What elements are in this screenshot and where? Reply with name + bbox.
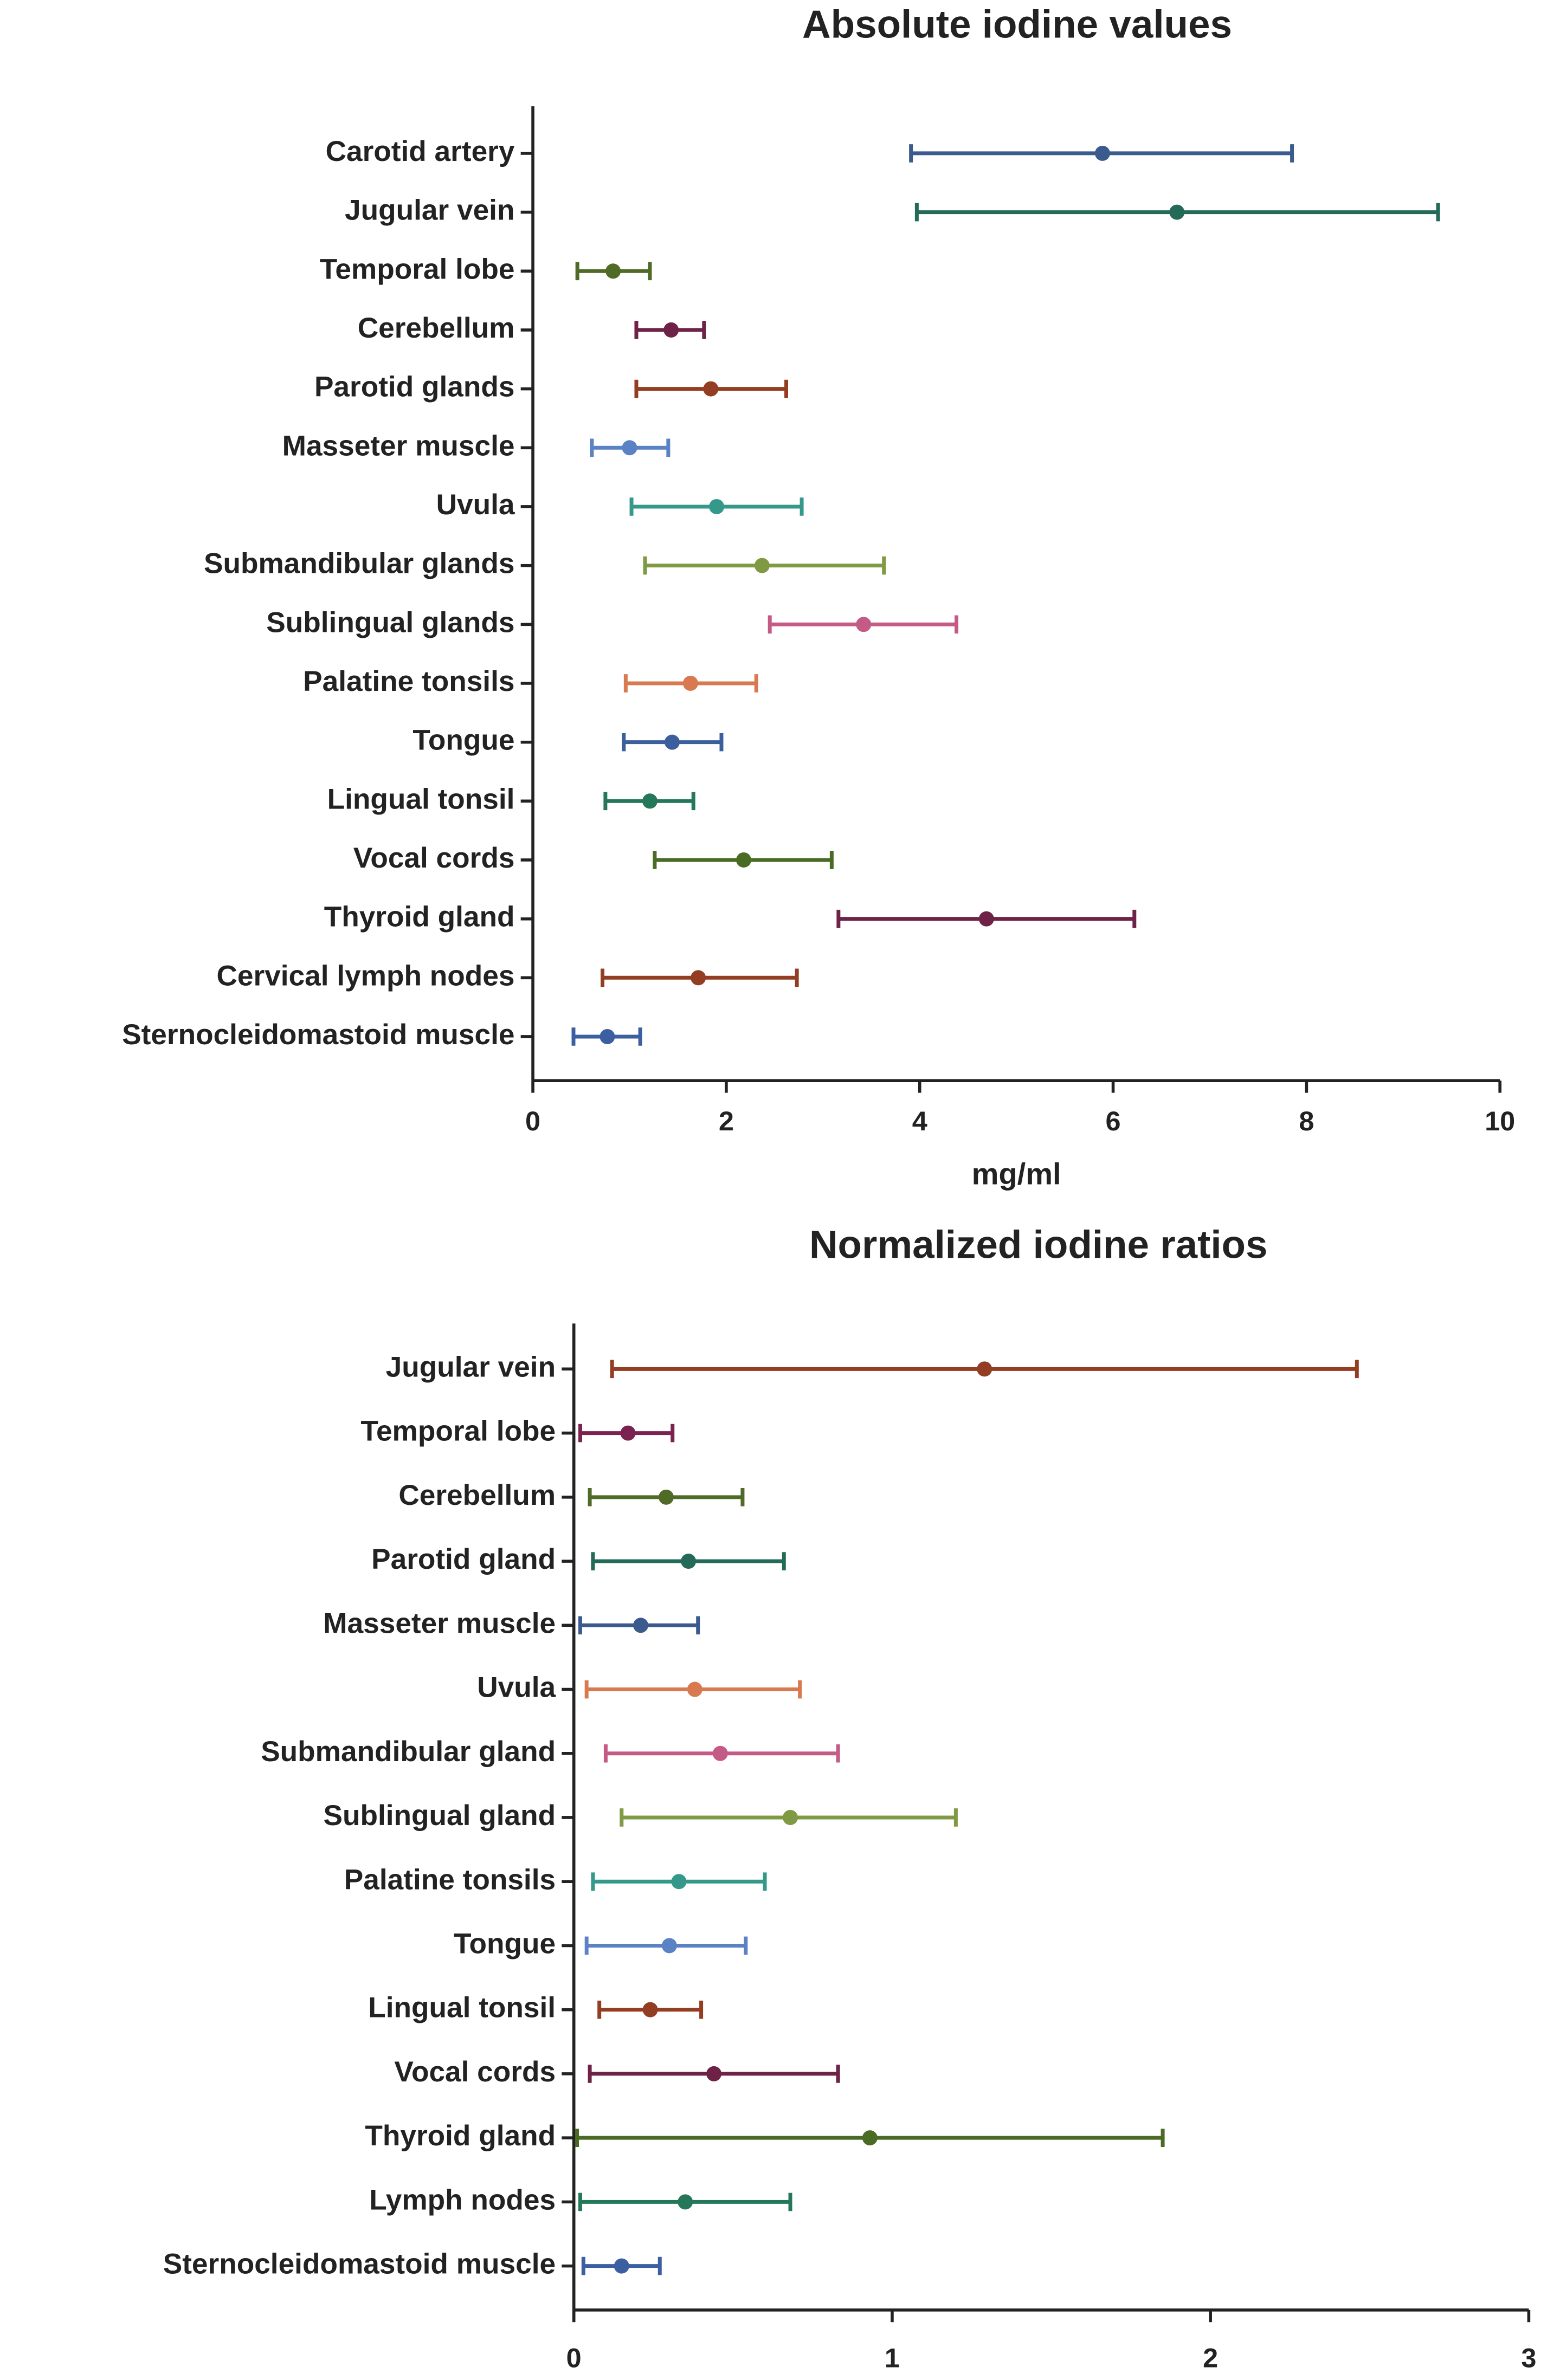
mean-dot [862,2130,878,2146]
mean-dot [712,1745,728,1761]
mean-dot [658,1489,674,1505]
mean-dot [614,2258,629,2274]
mean-dot [600,1029,615,1044]
y-tick-label: Tongue [412,725,514,756]
mean-dot [620,1425,636,1441]
mean-dot [856,617,872,632]
y-tick-label: Uvula [436,489,515,521]
chart-title: Normalized iodine ratios [809,1223,1268,1267]
y-tick-label: Sternocleidomastoid muscle [122,1019,514,1051]
mean-dot [682,675,698,691]
chart-title: Absolute iodine values [802,3,1232,47]
y-tick-label: Submandibular glands [204,548,514,580]
mean-dot [687,1681,702,1697]
y-tick-label: Vocal cords [353,842,515,874]
y-tick-label: Temporal lobe [320,253,515,285]
y-tick-label: Uvula [477,1672,556,1704]
y-tick-label: Vocal cords [394,2056,556,2088]
y-tick-label: Masseter muscle [282,430,515,462]
y-tick-label: Carotid artery [326,135,515,167]
y-tick-label: Lingual tonsil [327,783,515,815]
mean-dot [709,499,725,514]
y-tick-label: Submandibular gland [261,1736,556,1768]
y-tick-label: Cerebellum [358,312,515,344]
x-tick-label: 2 [1203,2343,1218,2373]
mean-dot [605,263,621,279]
x-tick-label: 1 [885,2343,900,2373]
mean-dot [1169,204,1185,220]
y-tick-label: Palatine tonsils [344,1864,556,1896]
x-tick-label: 2 [719,1105,734,1136]
mean-dot [661,1938,677,1954]
y-tick-label: Tongue [454,1928,556,1960]
y-tick-label: Sublingual glands [266,606,514,638]
mean-dot [664,734,680,750]
y-tick-label: Sternocleidomastoid muscle [163,2248,556,2280]
x-tick-label: 0 [525,1105,540,1136]
mean-dot [706,2066,722,2081]
y-tick-label: Cerebellum [398,1479,556,1511]
y-tick-label: Cervical lymph nodes [216,960,514,992]
x-tick-label: 0 [566,2343,582,2373]
mean-dot [1094,145,1110,161]
y-tick-label: Lymph nodes [369,2184,556,2216]
y-tick-label: Jugular vein [345,195,514,227]
y-tick-label: Sublingual gland [324,1800,556,1832]
y-tick-label: Thyroid gland [365,2120,556,2152]
mean-dot [736,852,752,868]
mean-dot [754,558,770,573]
x-tick-label: 4 [912,1105,927,1136]
mean-dot [642,793,658,809]
y-tick-label: Parotid glands [314,371,515,403]
mean-dot [622,440,637,456]
mean-dot [783,1809,798,1825]
mean-dot [663,322,679,338]
y-tick-label: Thyroid gland [324,901,515,933]
y-tick-label: Parotid gland [371,1543,556,1575]
x-axis-label: mg/ml [972,1156,1061,1191]
y-tick-label: Masseter muscle [323,1607,556,1639]
x-tick-label: 6 [1106,1105,1121,1136]
mean-dot [671,1874,687,1890]
mean-dot [977,1361,992,1377]
x-tick-label: 3 [1521,2343,1536,2373]
x-tick-label: 8 [1299,1105,1314,1136]
mean-dot [703,381,719,397]
mean-dot [681,1554,697,1569]
y-tick-label: Jugular vein [386,1351,556,1383]
mean-dot [978,911,994,927]
y-tick-label: Lingual tonsil [368,1992,556,2024]
mean-dot [691,970,706,986]
mean-dot [678,2194,693,2210]
mean-dot [642,2002,658,2017]
x-tick-label: 10 [1485,1105,1515,1136]
y-tick-label: Temporal lobe [360,1415,556,1447]
y-tick-label: Palatine tonsils [303,665,514,697]
mean-dot [633,1618,649,1633]
